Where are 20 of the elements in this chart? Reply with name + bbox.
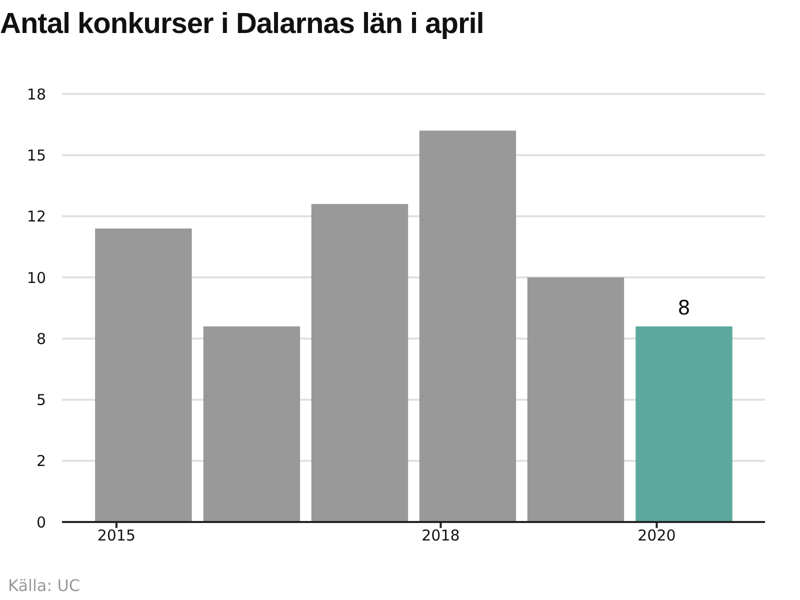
bar xyxy=(527,277,624,522)
data-label: 8 xyxy=(678,295,690,320)
text: Källa: UC xyxy=(8,576,80,595)
bar xyxy=(95,228,192,522)
x-tick-label: 2015 xyxy=(97,526,136,545)
bar xyxy=(419,130,516,522)
y-tick-label: 8 xyxy=(36,330,46,348)
bar xyxy=(203,326,300,522)
chart-title: Antal konkurser i Dalarnas län i april xyxy=(0,8,484,41)
y-tick-label: 12 xyxy=(26,208,46,226)
x-tick-label: 2018 xyxy=(422,526,460,545)
y-tick-label: 15 xyxy=(26,146,46,164)
x-tick-label: 2020 xyxy=(638,526,676,545)
y-tick-label: 10 xyxy=(26,268,46,287)
y-tick-label: 2 xyxy=(36,452,46,470)
y-tick-label: 0 xyxy=(36,513,46,532)
y-tick-label: 5 xyxy=(36,391,46,410)
bar xyxy=(636,326,732,522)
y-tick-label: 18 xyxy=(26,85,46,104)
bar xyxy=(311,204,408,522)
